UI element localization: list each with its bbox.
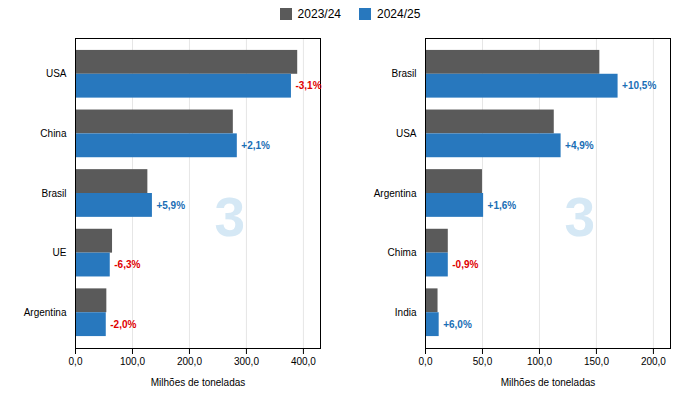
svg-text:+6,0%: +6,0%	[443, 319, 472, 330]
svg-text:100,0: 100,0	[120, 356, 145, 367]
svg-text:0,0: 0,0	[69, 356, 83, 367]
svg-text:200,0: 200,0	[177, 356, 202, 367]
svg-text:Milhões de toneladas: Milhões de toneladas	[501, 377, 596, 388]
svg-text:0,0: 0,0	[419, 356, 433, 367]
svg-text:Brasil: Brasil	[41, 188, 66, 199]
html-text:2023/24: 2023/24	[297, 7, 341, 21]
svg-text:+10,5%: +10,5%	[622, 80, 656, 91]
svg-text:Argentina: Argentina	[374, 188, 417, 199]
svg-text:Argentina: Argentina	[24, 307, 67, 318]
svg-text:+5,9%: +5,9%	[156, 200, 185, 211]
svg-text:50,0: 50,0	[473, 356, 493, 367]
svg-text:3: 3	[565, 186, 596, 248]
svg-text:USA: USA	[46, 68, 67, 79]
svg-text:+4,9%: +4,9%	[565, 140, 594, 151]
svg-text:-3,1%: -3,1%	[295, 80, 321, 91]
svg-text:400,0: 400,0	[291, 356, 316, 367]
svg-text:300,0: 300,0	[234, 356, 259, 367]
svg-text:100,0: 100,0	[527, 356, 552, 367]
html-text:2024/25: 2024/25	[377, 7, 421, 21]
svg-text:UE: UE	[53, 247, 67, 258]
svg-text:150,0: 150,0	[584, 356, 609, 367]
svg-text:India: India	[395, 307, 417, 318]
svg-text:Chima: Chima	[388, 247, 417, 258]
svg-text:3: 3	[215, 186, 246, 248]
svg-text:Milhões de toneladas: Milhões de toneladas	[151, 377, 246, 388]
svg-text:+2,1%: +2,1%	[241, 140, 270, 151]
svg-text:-2,0%: -2,0%	[110, 319, 136, 330]
svg-text:USA: USA	[396, 128, 417, 139]
svg-text:-0,9%: -0,9%	[452, 259, 478, 270]
svg-text:Brasil: Brasil	[391, 68, 416, 79]
svg-text:+1,6%: +1,6%	[488, 200, 517, 211]
svg-text:200,0: 200,0	[641, 356, 666, 367]
svg-text:China: China	[40, 128, 67, 139]
svg-text:-6,3%: -6,3%	[114, 259, 140, 270]
